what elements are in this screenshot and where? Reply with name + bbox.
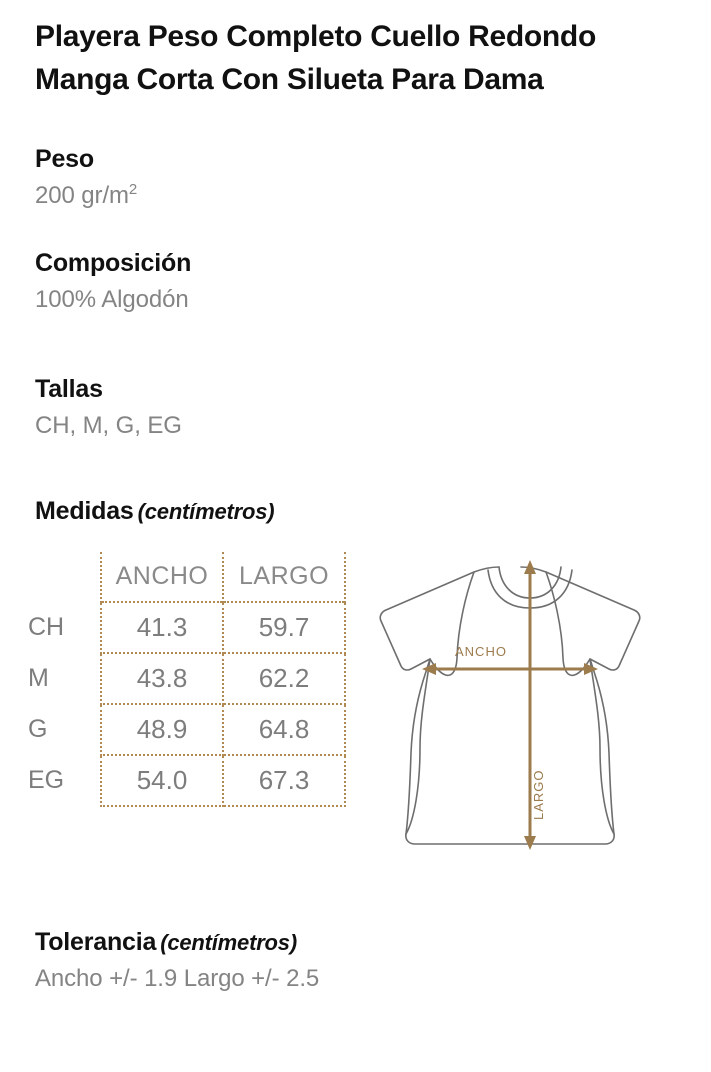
- cell-m-ancho: 43.8: [100, 652, 224, 705]
- spec-tallas-value: CH, M, G, EG: [35, 411, 182, 439]
- row-label-m: M: [28, 664, 49, 692]
- cell-g-largo: 64.8: [222, 703, 346, 756]
- tolerancia-heading-unit: (centímetros): [160, 930, 297, 955]
- cell-m-largo: 62.2: [222, 652, 346, 705]
- table-row: CH 41.3 59.7: [28, 601, 346, 654]
- table-row: EG 54.0 67.3: [28, 754, 346, 807]
- tolerancia-heading: Tolerancia (centímetros): [35, 928, 675, 957]
- spec-tallas: Tallas CH, M, G, EG: [35, 375, 675, 441]
- spec-tallas-heading: Tallas: [35, 375, 103, 403]
- medidas-heading-text: Medidas: [35, 497, 134, 525]
- ancho-dimension-arrow: [422, 663, 598, 675]
- table-header-row: ANCHO LARGO: [28, 552, 346, 602]
- spec-peso: Peso 200 gr/m2: [35, 145, 675, 211]
- product-title: Playera Peso Completo Cuello Redondo Man…: [35, 16, 695, 101]
- ancho-dimension-label: ANCHO: [455, 644, 507, 659]
- tshirt-outline-icon: [379, 566, 641, 845]
- table-row: G 48.9 64.8: [28, 703, 346, 756]
- cell-eg-largo: 67.3: [222, 754, 346, 807]
- medidas-heading-unit: (centímetros): [137, 499, 275, 524]
- row-label-ch: CH: [28, 613, 65, 641]
- largo-dimension-label: LARGO: [531, 769, 546, 820]
- row-label-g: G: [28, 715, 48, 743]
- medidas-heading: Medidas (centímetros): [35, 497, 275, 526]
- spec-composicion: Composición 100% Algodón: [35, 249, 675, 315]
- spec-peso-value-superscript: 2: [128, 180, 138, 198]
- cell-ch-largo: 59.7: [222, 601, 346, 654]
- spec-peso-heading: Peso: [35, 145, 94, 173]
- table-corner-cell: [28, 552, 101, 602]
- cell-g-ancho: 48.9: [100, 703, 224, 756]
- largo-dimension-arrow: [524, 560, 536, 850]
- tolerancia-heading-text: Tolerancia: [35, 928, 157, 956]
- spec-composicion-value: 100% Algodón: [35, 285, 189, 313]
- product-title-line-1: Playera Peso Completo Cuello Redondo: [35, 20, 596, 53]
- tshirt-diagram: ANCHO LARGO: [370, 548, 690, 868]
- tolerancia-section: Tolerancia (centímetros) Ancho +/- 1.9 La…: [35, 928, 675, 993]
- spec-peso-value: 200 gr/m2: [35, 181, 675, 211]
- column-header-largo: LARGO: [222, 552, 346, 602]
- size-measurements-table: ANCHO LARGO CH 41.3 59.7 M 43.8 62.2 G 4…: [28, 552, 346, 807]
- product-title-line-2: Manga Corta Con Silueta Para Dama: [35, 62, 544, 96]
- column-header-ancho: ANCHO: [100, 552, 224, 602]
- tolerancia-value: Ancho +/- 1.9 Largo +/- 2.5: [35, 965, 320, 992]
- table-row: M 43.8 62.2: [28, 652, 346, 705]
- spec-peso-value-number: 200 gr/m: [35, 181, 129, 209]
- cell-ch-ancho: 41.3: [100, 601, 224, 654]
- spec-composicion-heading: Composición: [35, 249, 192, 277]
- row-label-eg: EG: [28, 766, 65, 794]
- cell-eg-ancho: 54.0: [100, 754, 224, 807]
